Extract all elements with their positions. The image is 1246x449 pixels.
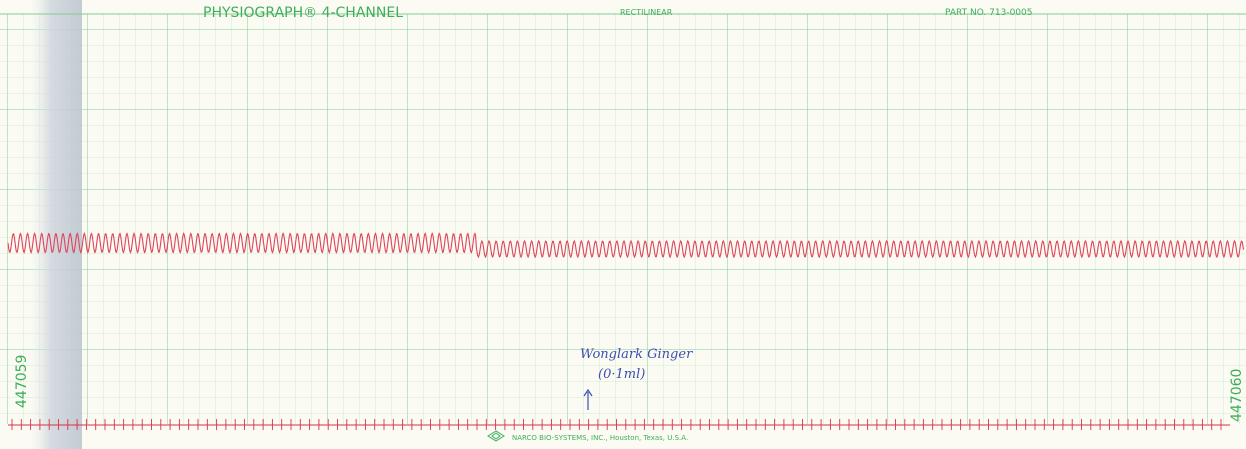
footer: NARCO BIO-SYSTEMS, INC., Houston, Texas,…: [512, 434, 688, 442]
serial-number-left: 447059: [14, 355, 30, 408]
part-number: PART NO. 713-0005: [945, 8, 1032, 18]
annotation-line: (0·1ml): [598, 367, 645, 382]
chart-paper: PHYSIOGRAPH® 4-CHANNEL RECTILINEAR PART …: [0, 0, 1246, 449]
annotation-line: Wonglark Ginger: [580, 347, 693, 362]
header-subtitle: RECTILINEAR: [620, 8, 673, 17]
major-grid: [0, 14, 1246, 424]
header-title: PHYSIOGRAPH® 4-CHANNEL: [203, 5, 403, 21]
serial-number-right: 447060: [1229, 369, 1245, 422]
fold-shadow: [30, 0, 82, 449]
